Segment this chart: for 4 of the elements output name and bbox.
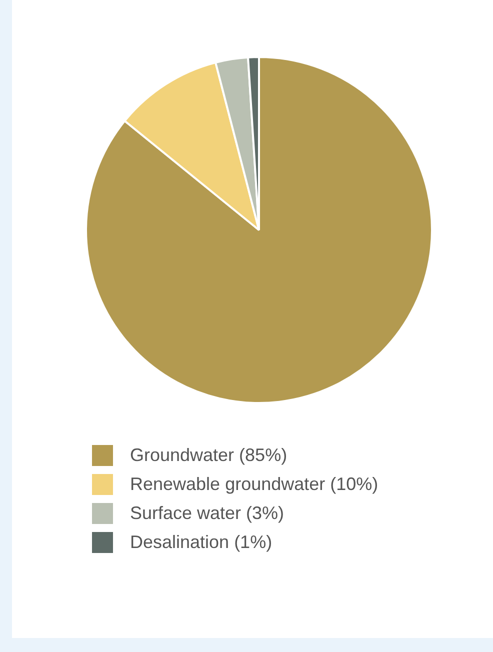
legend-label: Desalination (1%) [130, 532, 272, 553]
legend-label: Renewable groundwater (10%) [130, 474, 378, 495]
legend-label: Surface water (3%) [130, 503, 284, 524]
legend-label: Groundwater (85%) [130, 445, 288, 466]
